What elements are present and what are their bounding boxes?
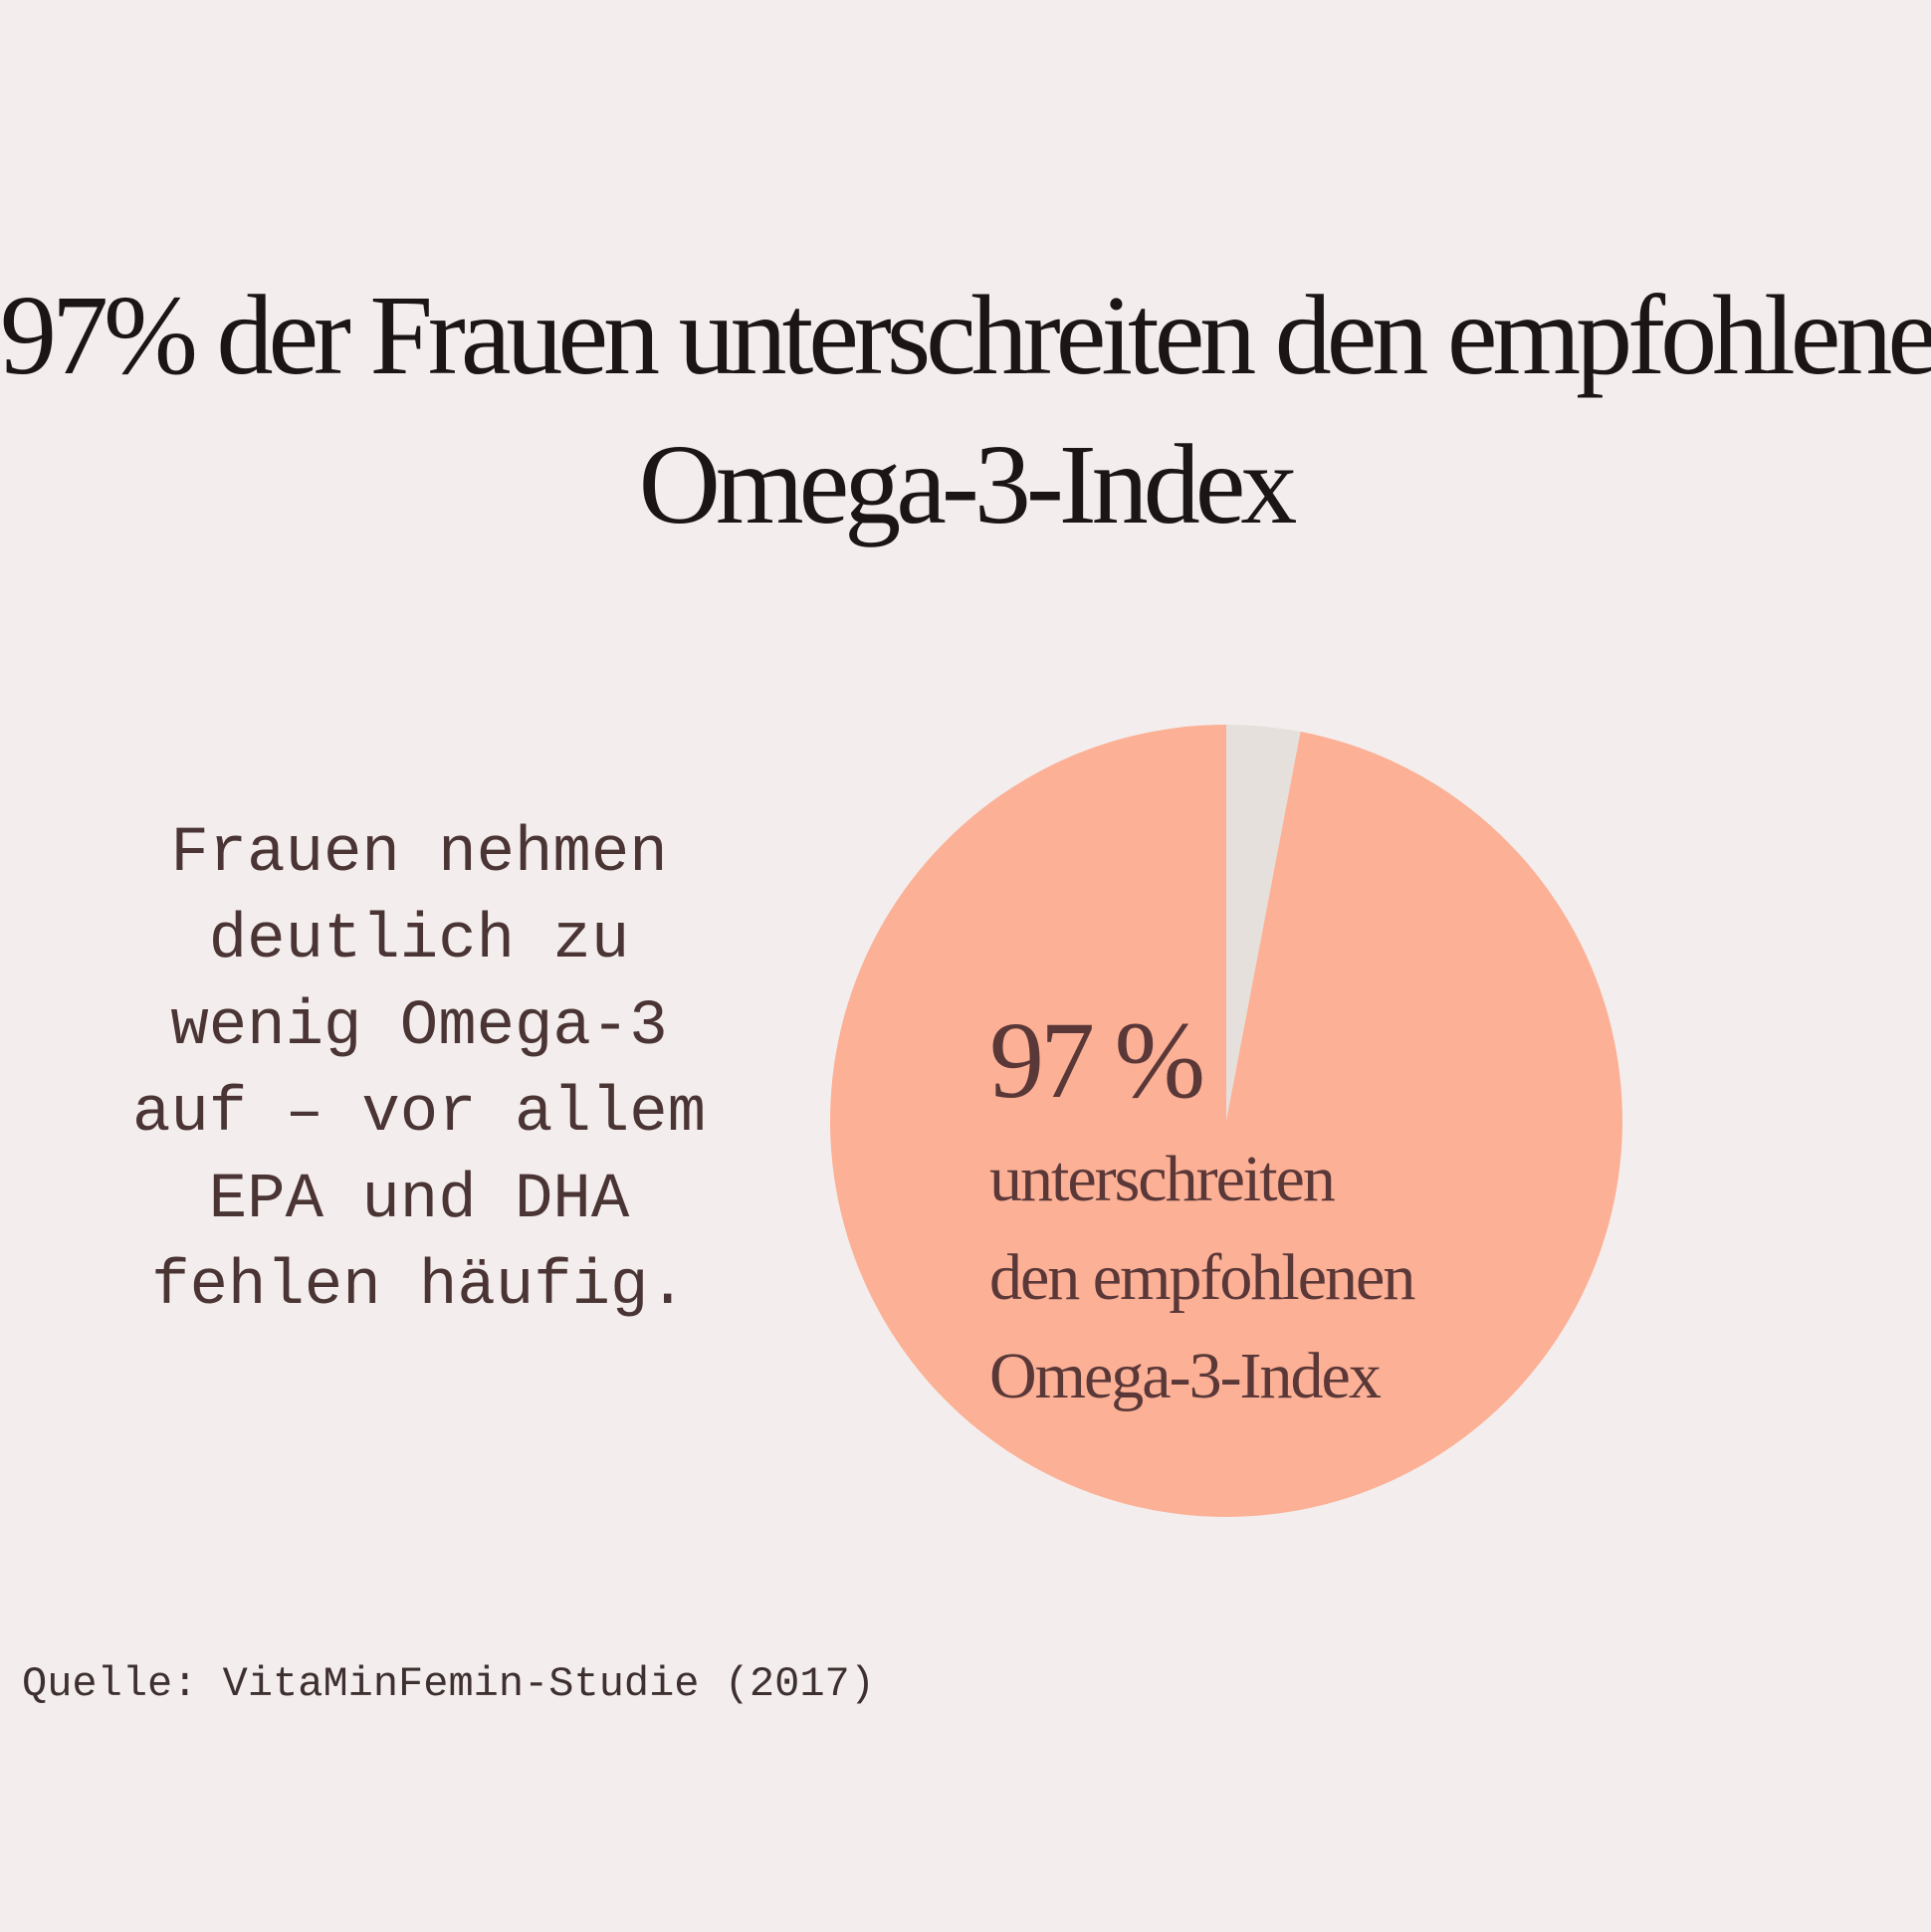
body-text-line: fehlen häufig. (151, 1251, 687, 1323)
body-text-line: deutlich zu (208, 905, 630, 976)
body-text-line: wenig Omega-3 (170, 991, 668, 1063)
body-text-line: auf – vor allem (131, 1078, 707, 1150)
body-text: Frauen nehmen deutlich zu wenig Omega-3 … (60, 811, 778, 1331)
body-text-line: EPA und DHA (208, 1165, 630, 1236)
pie-slice-0 (1226, 725, 1301, 1121)
pie-label-line: den empfohlenen (989, 1241, 1415, 1314)
body-text-line: Frauen nehmen (170, 818, 668, 890)
page-title-line2: Omega-3-Index (638, 421, 1298, 547)
source-note: Quelle: VitaMinFemin-Studie (2017) (22, 1660, 875, 1708)
pie-label-line: Omega-3-Index (989, 1340, 1382, 1412)
pie-slice-1 (829, 725, 1622, 1517)
page-title-line1: 97% der Frauen unterschreiten den empfoh… (0, 272, 1931, 398)
pie-label-line: unterschreiten (989, 1143, 1336, 1215)
pie-value-label: 97 % (989, 999, 1205, 1121)
